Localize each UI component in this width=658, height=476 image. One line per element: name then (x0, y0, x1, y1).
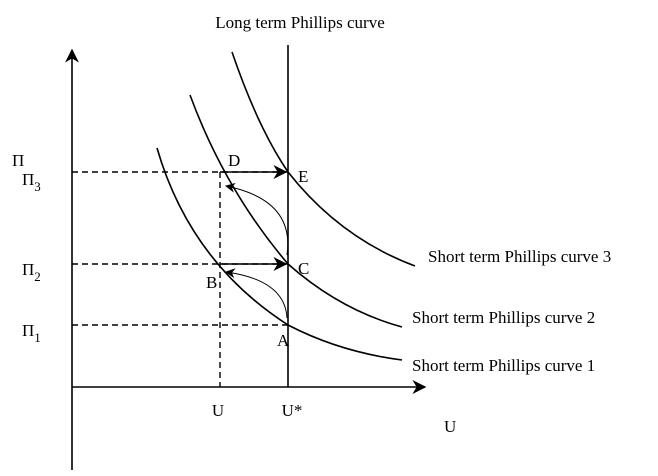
short-term-curve-2 (189, 94, 403, 328)
point-label: C (298, 259, 309, 278)
x-axis-label: U (444, 417, 456, 436)
x-tick-label: U* (282, 401, 303, 420)
x-tick-label: U (212, 401, 224, 420)
short-term-curve-3 (231, 51, 416, 267)
point-label: B (206, 273, 217, 292)
curve-label: Short term Phillips curve 3 (428, 247, 611, 266)
point-label: A (277, 331, 290, 350)
y-tick-label: Π3 (22, 170, 41, 194)
y-axis-label: Π (12, 151, 24, 170)
y-tick-label: Π1 (22, 321, 41, 345)
curve-label: Short term Phillips curve 2 (412, 308, 595, 327)
curve-label: Short term Phillips curve 1 (412, 356, 595, 375)
arrow (225, 268, 288, 319)
point-label: D (228, 151, 240, 170)
point-label: E (298, 167, 308, 186)
short-term-curve-1 (156, 147, 403, 361)
y-tick-label: Π2 (22, 260, 41, 284)
arrow (225, 182, 289, 256)
title: Long term Phillips curve (215, 13, 385, 32)
